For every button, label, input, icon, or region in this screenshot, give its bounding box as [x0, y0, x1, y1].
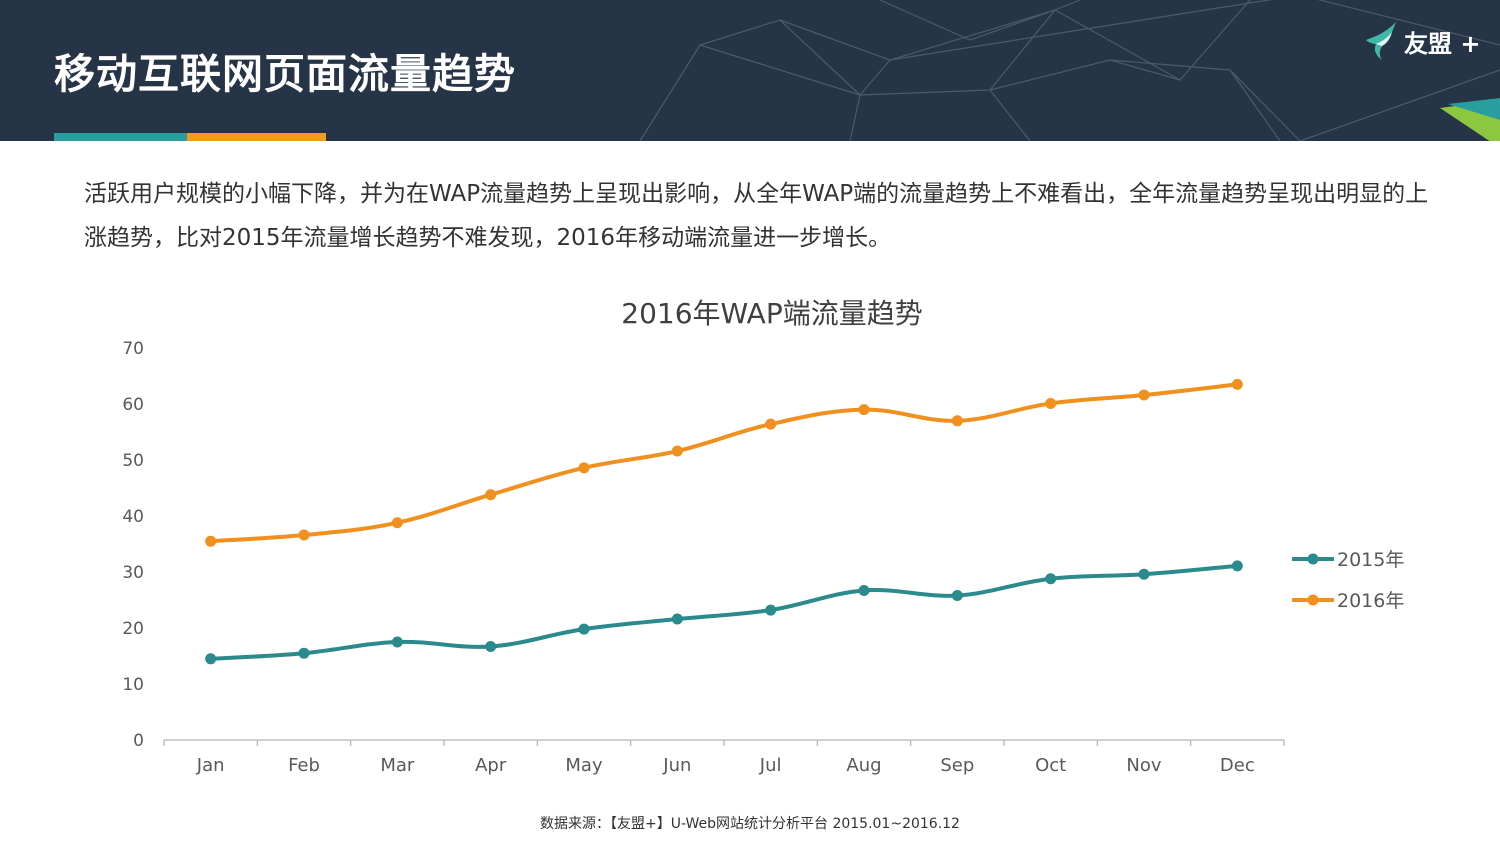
data-point: [391, 517, 403, 529]
x-tick-label: Apr: [475, 755, 507, 776]
data-point: [485, 640, 497, 652]
y-tick-label: 40: [122, 507, 144, 527]
data-source-note: 数据来源：【友盟+】U-Web网站统计分析平台 2015.01~2016.12: [540, 816, 960, 832]
data-point: [298, 647, 310, 659]
data-point: [765, 418, 777, 430]
x-tick-label: Feb: [288, 755, 320, 776]
x-tick-label: Oct: [1035, 755, 1066, 776]
x-tick-label: Dec: [1220, 755, 1255, 776]
header-banner: 移动互联网页面流量趋势 友盟 +: [0, 0, 1500, 141]
data-point: [951, 590, 963, 602]
y-tick-label: 70: [122, 339, 144, 359]
legend-marker-0: [1307, 553, 1319, 565]
y-tick-label: 60: [122, 395, 144, 415]
chart-title: 2016年WAP端流量趋势: [621, 297, 922, 330]
y-tick-label: 50: [122, 451, 144, 471]
data-point: [391, 636, 403, 648]
legend-label-0: 2015年: [1337, 549, 1404, 571]
x-tick-label: Nov: [1126, 755, 1161, 776]
intro-paragraph: 活跃用户规模的小幅下降，并为在WAP流量趋势上呈现出影响，从全年WAP端的流量趋…: [84, 181, 1429, 251]
data-point: [951, 415, 963, 427]
x-tick-label: Jun: [662, 755, 691, 776]
title-underline-orange: [187, 133, 326, 141]
data-point: [858, 404, 870, 416]
title-underline-teal: [54, 133, 187, 141]
data-point: [1231, 560, 1243, 572]
x-tick-label: Jul: [759, 755, 782, 776]
x-tick-label: Jan: [196, 755, 225, 776]
data-point: [1045, 397, 1057, 409]
page-title: 移动互联网页面流量趋势: [54, 50, 516, 98]
x-tick-label: Aug: [846, 755, 881, 776]
data-point: [578, 462, 590, 474]
x-tick-label: May: [565, 755, 603, 776]
data-point: [205, 653, 217, 665]
hummingbird-icon: [1366, 22, 1396, 60]
data-point: [1138, 389, 1150, 401]
y-tick-label: 10: [122, 675, 144, 695]
data-point: [205, 535, 217, 547]
data-point: [671, 613, 683, 625]
data-point: [765, 604, 777, 616]
legend-label-1: 2016年: [1337, 590, 1404, 612]
data-point: [1231, 378, 1243, 390]
data-point: [1045, 573, 1057, 585]
series-line-0: [208, 563, 1240, 661]
data-point: [858, 584, 870, 596]
series-line-1: [208, 382, 1240, 544]
x-tick-label: Sep: [940, 755, 974, 776]
x-tick-label: Mar: [380, 755, 415, 776]
logo-text: 友盟 +: [1404, 30, 1481, 58]
line-chart: 2016年WAP端流量趋势 0 10 20 30 40 50 60 70 Jan Feb Mar A…: [122, 297, 1404, 776]
geometric-pattern: [639, 0, 1500, 141]
y-tick-label: 30: [122, 563, 144, 583]
data-point: [578, 623, 590, 635]
data-point: [671, 445, 683, 457]
data-point: [1138, 568, 1150, 580]
teal-accent-shape: [1448, 98, 1500, 120]
y-tick-label: 0: [133, 731, 144, 751]
data-point: [298, 529, 310, 541]
y-tick-label: 20: [122, 619, 144, 639]
legend-marker-1: [1307, 594, 1319, 606]
umeng-logo: 友盟 +: [1362, 18, 1487, 62]
data-point: [485, 489, 497, 501]
